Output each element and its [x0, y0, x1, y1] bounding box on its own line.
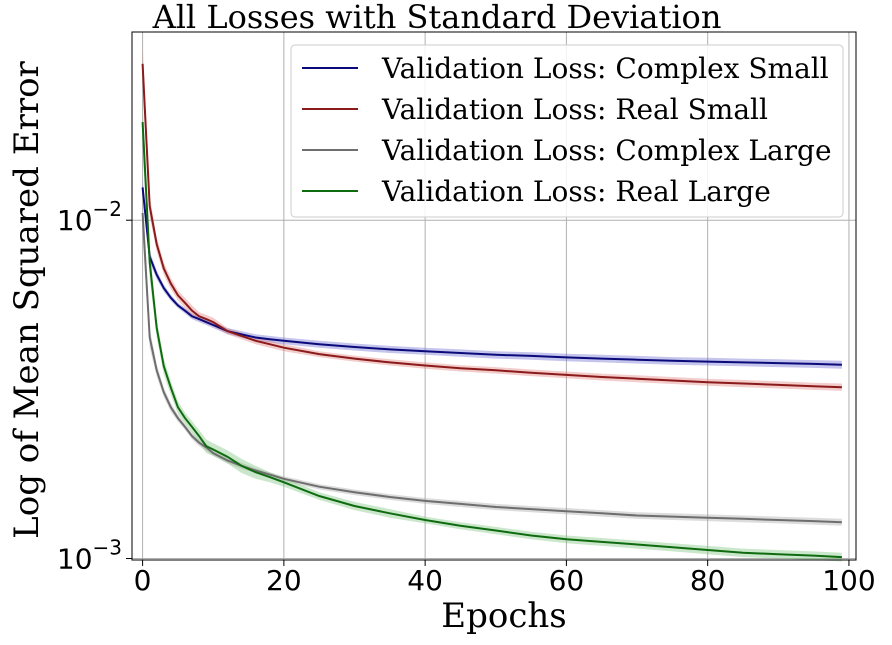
x-tick-label: 40 [407, 564, 443, 597]
series-lines [141, 63, 842, 559]
x-tick-label: 20 [266, 564, 302, 597]
series-line [141, 212, 842, 524]
x-tick-label: 0 [134, 564, 152, 597]
legend-label: Validation Loss: Complex Small [381, 52, 829, 85]
series-line [141, 63, 842, 389]
legend-label: Validation Loss: Real Large [381, 175, 771, 208]
ticks: 0 20 40 60 80 100 10−2 10−3 [57, 197, 876, 597]
series-line [141, 122, 842, 559]
legend-label: Validation Loss: Real Small [381, 93, 768, 126]
legend-box [290, 44, 844, 218]
legend-label: Validation Loss: Complex Large [381, 134, 832, 167]
legend: Validation Loss: Complex Small Validation… [290, 44, 844, 218]
plot-frame [131, 31, 857, 561]
chart-title: All Losses with Standard Deviation [152, 0, 722, 36]
x-axis-label: Epochs [441, 596, 566, 636]
x-tick-label: 60 [549, 564, 585, 597]
x-tick-label: 100 [822, 564, 875, 597]
x-tick-label: 80 [690, 564, 726, 597]
series-line [141, 187, 842, 366]
y-tick-label: 10−2 [57, 197, 122, 237]
y-axis-label: Log of Mean Squared Error [7, 60, 47, 538]
y-tick-label: 10−3 [57, 536, 122, 576]
